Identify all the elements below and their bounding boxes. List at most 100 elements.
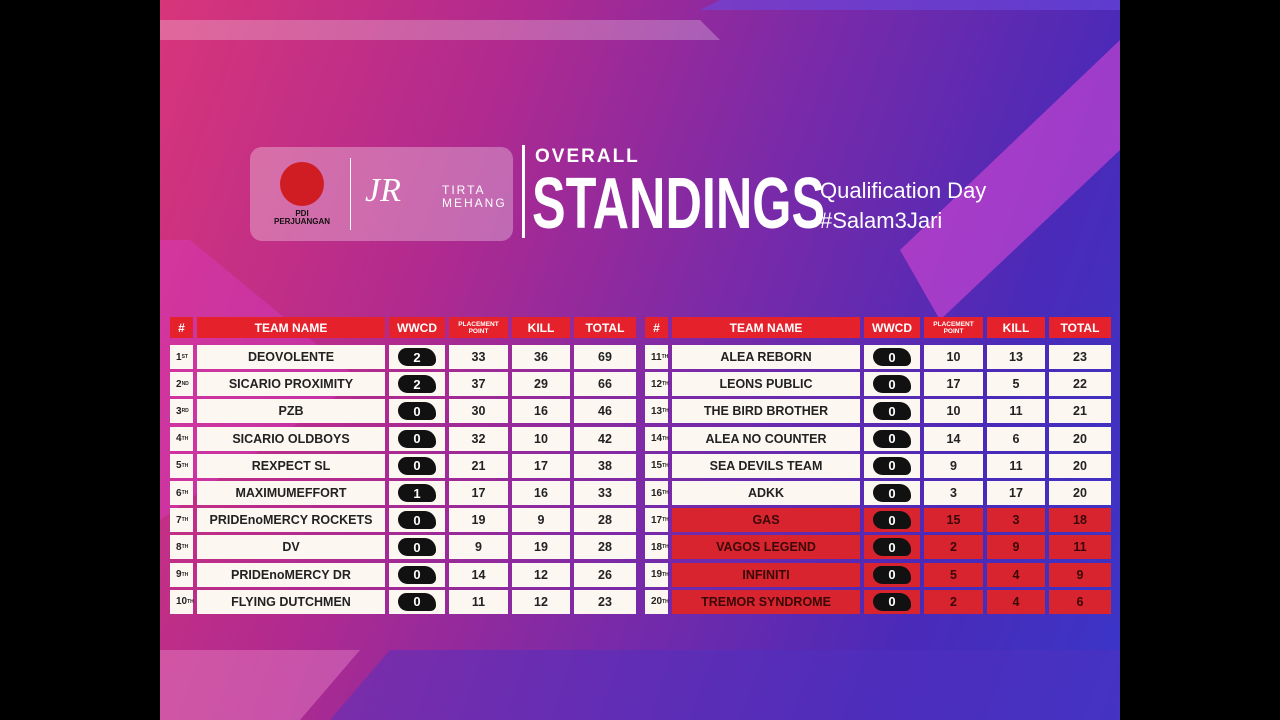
wwcd-cell: 0: [864, 481, 920, 505]
kill-cell: 9: [987, 535, 1045, 560]
team-cell: SICARIO OLDBOYS: [197, 426, 385, 451]
wwcd-cell: 0: [864, 589, 920, 614]
logo-2-mark: JR: [365, 172, 401, 209]
rank-cell: 19 TH: [645, 562, 669, 587]
wwcd-cell: 0: [389, 399, 445, 424]
kill-cell: 19: [512, 535, 570, 560]
wwcd-cell: 0: [389, 426, 445, 451]
wwcd: 0: [873, 511, 911, 530]
rank-suffix: TH: [662, 517, 669, 524]
rank-cell: 3 RD: [170, 399, 193, 424]
wwcd: 0: [398, 538, 436, 557]
header-cell: KILL: [512, 317, 570, 338]
wwcd: 0: [398, 429, 436, 448]
total-cell: 28: [574, 508, 636, 533]
rank: 13: [651, 405, 663, 417]
placement-cell: 15: [924, 508, 983, 533]
logo-1-line: PDI: [295, 209, 309, 218]
placement-cell: 14: [924, 426, 983, 451]
kill-cell: 3: [987, 508, 1045, 533]
placement-cell: 9: [924, 453, 983, 478]
placement-cell: 9: [449, 535, 508, 560]
total-cell: 69: [574, 345, 636, 369]
wwcd: 1: [398, 484, 436, 502]
placement-cell: 3: [924, 481, 983, 505]
wwcd-cell: 2: [389, 372, 445, 397]
rank: 19: [651, 569, 663, 581]
team-cell: REXPECT SL: [197, 453, 385, 478]
placement-cell: 2: [924, 589, 983, 614]
team-cell: SEA DEVILS TEAM: [672, 453, 860, 478]
rank-suffix: TH: [662, 598, 669, 605]
rank: 8: [176, 541, 182, 553]
team-cell: DV: [197, 535, 385, 560]
team-cell: DEOVOLENTE: [197, 345, 385, 369]
rank-suffix: RD: [181, 408, 189, 415]
team-cell: PRIDEnoMERCY ROCKETS: [197, 508, 385, 533]
rank-suffix: TH: [181, 544, 189, 551]
header-cell: TEAM NAME: [197, 317, 385, 338]
team-cell: ALEA NO COUNTER: [672, 426, 860, 451]
kill-cell: 10: [512, 426, 570, 451]
kill-cell: 4: [987, 589, 1045, 614]
rank-cell: 8 TH: [170, 535, 193, 560]
rank: 3: [176, 405, 182, 417]
title: STANDINGS: [532, 164, 826, 244]
total-cell: 22: [1049, 372, 1111, 397]
rank-suffix: TH: [181, 490, 189, 496]
rank-cell: 14 TH: [645, 426, 669, 451]
kill-cell: 6: [987, 426, 1045, 451]
wwcd-cell: 0: [389, 453, 445, 478]
total-cell: 20: [1049, 426, 1111, 451]
rank-suffix: TH: [662, 544, 669, 551]
rank-cell: 18 TH: [645, 535, 669, 560]
wwcd-cell: 0: [864, 508, 920, 533]
wwcd-cell: 0: [864, 345, 920, 369]
wwcd-cell: 0: [389, 535, 445, 560]
rank-suffix: TH: [662, 408, 669, 415]
wwcd: 0: [873, 565, 911, 584]
rank: 6: [176, 487, 182, 499]
rank-suffix: TH: [187, 598, 194, 605]
rank-suffix: ND: [181, 381, 189, 388]
rank-suffix: TH: [662, 571, 669, 578]
rank: 1: [176, 351, 182, 363]
total-cell: 6: [1049, 589, 1111, 614]
wwcd: 0: [398, 511, 436, 530]
team-cell: GAS: [672, 508, 860, 533]
rank-suffix: TH: [662, 490, 669, 496]
wwcd: 0: [398, 402, 436, 421]
header-cell: TOTAL: [574, 317, 636, 338]
rank-suffix: TH: [181, 462, 189, 469]
rank: 15: [651, 460, 663, 472]
subtitle: Qualification Day: [820, 178, 987, 203]
team-cell: ADKK: [672, 481, 860, 505]
kill-cell: 5: [987, 372, 1045, 397]
rank-cell: 9 TH: [170, 562, 193, 587]
wwcd: 0: [873, 429, 911, 448]
rank: 14: [651, 433, 663, 445]
header-cell: PLACEMENT POINT: [924, 317, 983, 338]
wwcd: 2: [398, 348, 436, 366]
wwcd: 0: [873, 375, 911, 394]
logo-2-text: TIRTA MEHANG: [442, 184, 507, 210]
rank-cell: 10 TH: [170, 589, 194, 614]
team-cell: INFINITI: [672, 562, 860, 587]
rank-cell: 2 ND: [170, 372, 193, 397]
total-cell: 20: [1049, 481, 1111, 505]
wwcd: 0: [398, 592, 436, 611]
team-cell: PZB: [197, 399, 385, 424]
rank: 18: [651, 541, 663, 553]
placement-cell: 37: [449, 372, 508, 397]
rank: 5: [176, 460, 182, 472]
rank-cell: 5 TH: [170, 453, 193, 478]
header-cell: TEAM NAME: [672, 317, 860, 338]
total-cell: 23: [574, 589, 636, 614]
wwcd: 0: [398, 565, 436, 584]
team-cell: LEONS PUBLIC: [672, 372, 860, 397]
wwcd: 0: [873, 348, 911, 366]
rank-suffix: TH: [662, 435, 669, 442]
rank: 10: [176, 596, 188, 608]
wwcd: 0: [398, 456, 436, 475]
